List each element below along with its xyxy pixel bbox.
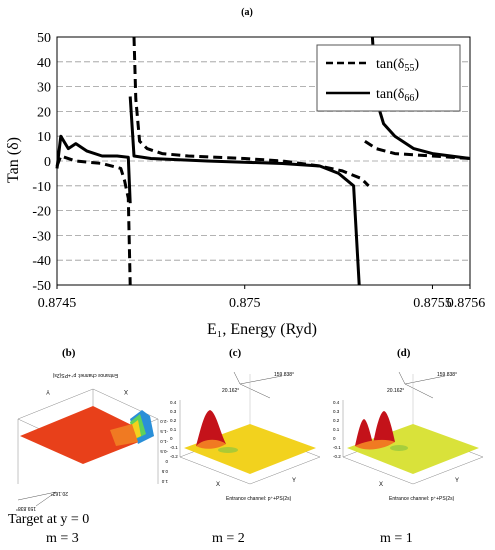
y-tick-label: 0 (44, 155, 51, 170)
y-tick-label: 50 (37, 31, 51, 46)
surface-c-x-axis: X (216, 482, 220, 488)
y-tick-label: -40 (32, 254, 51, 269)
y-tick-label: -50 (32, 279, 51, 294)
surface-b-z-tick: 0.5 (161, 469, 168, 474)
surface-c-marker (239, 383, 271, 399)
surface-d-z-tick: -0.2 (333, 454, 341, 459)
x-axis-label: E₁, Energy (Ryd) (207, 321, 317, 338)
surface-b-sheet (20, 406, 154, 464)
x-tick-label: 0.8745 (38, 296, 77, 311)
surface-c-marker (233, 371, 241, 385)
surface-d-marker (404, 375, 446, 385)
surface-b-y-axis: Y (46, 388, 50, 394)
series-delta55-segment-0 (55, 154, 132, 286)
surface-b-caption: Entrance channel: p⁺+PS(2s) (52, 372, 118, 378)
series-delta55-segment-1 (132, 36, 370, 187)
surface-d-z-tick: 0 (333, 436, 336, 441)
surface-d-z-tick: 0.3 (333, 409, 340, 414)
surface-b-z-tick: -1.0 (160, 439, 168, 444)
surface-d-caption: Entrance channel: p⁺+PS(2s) (389, 496, 455, 502)
surface-c-z-tick: -0.1 (170, 445, 178, 450)
series-delta66-segment-1 (128, 96, 361, 286)
y-axis-label: Tan (δ) (5, 137, 22, 183)
surface-d-angle-top: 20.162° (387, 388, 404, 394)
surface-d-z-tick: 0.4 (333, 400, 340, 405)
surface-c-peak-rim (196, 439, 226, 449)
surface-plot-d: 20.162° 159.838° 0.4 0.3 0.2 0.1 0 -0.1 … (333, 371, 484, 502)
m-label-d: m = 1 (380, 531, 413, 546)
surface-c-z-tick: -0.2 (170, 454, 178, 459)
surface-b-z-tick: -0.5 (160, 449, 168, 454)
y-tick-label: -30 (32, 229, 51, 244)
surface-d-y-axis: Y (455, 478, 459, 484)
surface-c-angle-right: 159.838° (274, 372, 294, 378)
surface-b-marker (35, 491, 57, 507)
surface-d-z-tick: 0.1 (333, 427, 340, 432)
surface-d-x-axis: X (379, 482, 383, 488)
surface-c-z-ticks: 0.4 0.3 0.2 0.1 0 -0.1 -0.2 (170, 400, 178, 459)
panel-label-d: (d) (397, 347, 411, 359)
surface-d-peak (373, 411, 395, 444)
x-tick-label: 0.8756 (447, 296, 486, 311)
surface-b-z-tick: 0 (165, 459, 168, 464)
y-tick-label: -10 (32, 180, 51, 195)
surface-c-z-tick: 0.2 (170, 418, 177, 423)
surface-b-angle-top: 20.162° (51, 490, 68, 496)
surface-d-z-ticks: 0.4 0.3 0.2 0.1 0 -0.1 -0.2 (333, 400, 341, 459)
surface-d-peak-rim (355, 439, 395, 450)
surface-c-z-tick: 0 (170, 436, 173, 441)
surface-d-marker (398, 371, 406, 385)
surface-b-z-ticks: 1.0 0.5 0 -0.5 -1.0 -1.5 -2.0 (160, 419, 168, 484)
series-delta55-segment-2 (364, 139, 471, 160)
surface-d-peak (355, 419, 373, 446)
surface-b-marker (17, 491, 57, 501)
surface-b-angle-right: 159.838° (16, 505, 36, 511)
panel-label-a: (a) (241, 7, 253, 18)
surface-d-z-tick: -0.1 (333, 445, 341, 450)
surface-plot-c: 20.162° 159.838° 0.4 0.3 0.2 0.1 0 -0.1 … (170, 371, 321, 502)
surface-d-marker (404, 383, 434, 399)
surface-c-peak (196, 410, 226, 446)
y-tick-label: 30 (37, 81, 51, 96)
panel-label-b: (b) (62, 347, 76, 359)
surface-b-z-tick: 1.0 (161, 479, 168, 484)
legend: tan(δ55) tan(δ66) (316, 44, 461, 112)
surface-b-z-tick: -1.5 (160, 429, 168, 434)
surface-c-z-tick: 0.3 (170, 409, 177, 414)
surface-d-angle-right: 159.838° (437, 372, 457, 378)
m-label-c: m = 2 (212, 531, 245, 546)
series-delta66-segment-0 (55, 134, 132, 204)
surface-b-ridge (110, 424, 138, 446)
y-tick-label: 10 (37, 130, 51, 145)
surface-c-y-axis: Y (292, 478, 296, 484)
main-chart: (a) 50 40 30 20 10 0 -10 -20 -30 -40 -50 0.8745 0.87… (5, 7, 485, 338)
surface-c-caption: Entrance channel: p⁺+PS(2s) (226, 496, 292, 502)
m-label-b: m = 3 (46, 531, 79, 546)
surface-c-angle-top: 20.162° (222, 388, 239, 394)
x-tick-label: 0.875 (229, 296, 261, 311)
surface-d-ripple (390, 445, 408, 451)
surface-d-z-tick: 0.2 (333, 418, 340, 423)
x-tick-label: 0.8755 (413, 296, 452, 311)
surface-c-z-tick: 0.1 (170, 427, 177, 432)
y-tick-label: 20 (37, 105, 51, 120)
y-tick-label: 40 (37, 56, 51, 71)
surface-plot-b: 20.162° 159.838° X Y Entrance channel: p… (16, 372, 168, 511)
surface-c-ripple (218, 447, 238, 453)
target-caption: Target at y = 0 (8, 512, 90, 527)
legend-box (316, 44, 461, 112)
panel-label-c: (c) (229, 347, 242, 359)
surface-c-z-tick: 0.4 (170, 400, 177, 405)
plot-frame (56, 36, 471, 286)
surface-b-z-tick: -2.0 (160, 419, 168, 424)
surface-b-x-axis: X (124, 388, 128, 394)
y-tick-label: -20 (32, 205, 51, 220)
axis-ticks: 50 40 30 20 10 0 -10 -20 -30 -40 -50 0.8745 0.875 0.8… (32, 31, 485, 311)
surface-c-marker (239, 375, 283, 385)
